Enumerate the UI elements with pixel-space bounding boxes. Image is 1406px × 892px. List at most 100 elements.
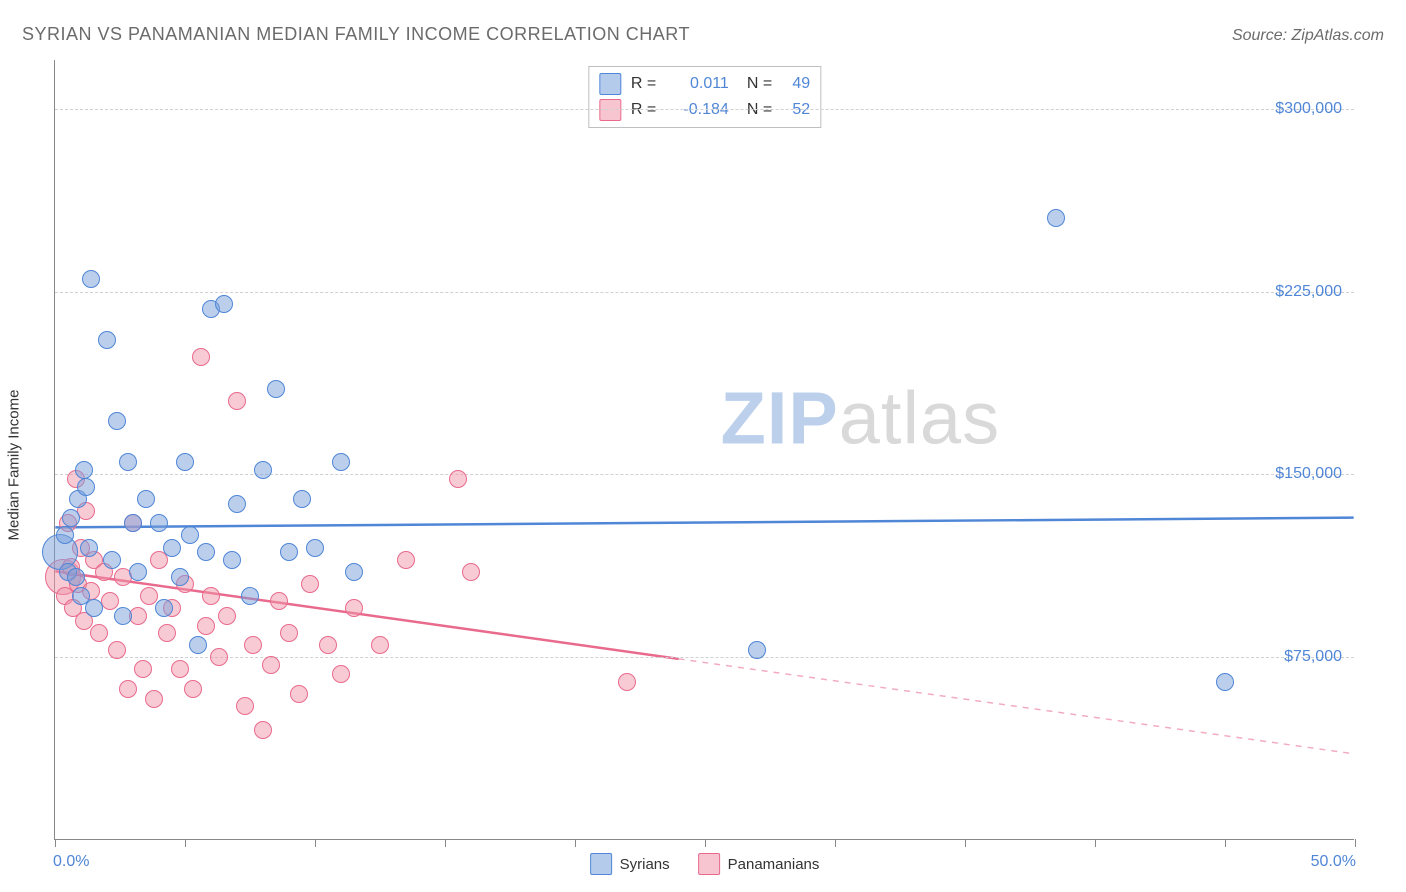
r-label: R =: [631, 75, 659, 93]
x-tick: [185, 839, 186, 847]
scatter-point-blue: [189, 636, 207, 654]
scatter-point-pink: [119, 680, 137, 698]
scatter-point-blue: [98, 331, 116, 349]
r-label: R =: [631, 101, 659, 119]
scatter-point-pink: [236, 697, 254, 715]
scatter-point-blue: [345, 563, 363, 581]
chart-wrap: Median Family Income ZIPatlas R = 0.011 …: [22, 60, 1384, 870]
scatter-point-blue: [1047, 209, 1065, 227]
y-tick-label: $150,000: [1275, 465, 1342, 483]
legend-label: Panamanians: [728, 856, 820, 873]
scatter-point-blue: [114, 607, 132, 625]
scatter-point-pink: [140, 587, 158, 605]
scatter-point-blue: [241, 587, 259, 605]
swatch-pink-icon: [698, 853, 720, 875]
scatter-point-pink: [345, 599, 363, 617]
bottom-legend: Syrians Panamanians: [590, 853, 820, 875]
scatter-point-blue: [748, 641, 766, 659]
scatter-point-blue: [82, 270, 100, 288]
scatter-point-blue: [280, 543, 298, 561]
x-tick: [835, 839, 836, 847]
scatter-point-pink: [244, 636, 262, 654]
r-value: -0.184: [669, 101, 729, 119]
n-label: N =: [747, 101, 772, 119]
watermark-atlas: atlas: [839, 377, 1000, 460]
scatter-point-blue: [137, 490, 155, 508]
scatter-point-blue: [119, 453, 137, 471]
scatter-point-pink: [262, 656, 280, 674]
scatter-point-blue: [67, 568, 85, 586]
n-label: N =: [747, 75, 772, 93]
scatter-point-pink: [197, 617, 215, 635]
gridline: [55, 109, 1354, 110]
scatter-point-pink: [218, 607, 236, 625]
n-value: 52: [782, 101, 810, 119]
scatter-point-pink: [101, 592, 119, 610]
y-tick-label: $225,000: [1275, 283, 1342, 301]
gridline: [55, 474, 1354, 475]
scatter-point-pink: [184, 680, 202, 698]
r-value: 0.011: [669, 75, 729, 93]
trend-lines: [55, 60, 1354, 839]
x-tick: [445, 839, 446, 847]
x-tick: [1225, 839, 1226, 847]
scatter-point-blue: [332, 453, 350, 471]
scatter-point-pink: [618, 673, 636, 691]
scatter-point-blue: [306, 539, 324, 557]
scatter-point-pink: [397, 551, 415, 569]
scatter-point-pink: [332, 665, 350, 683]
scatter-point-pink: [171, 660, 189, 678]
y-tick-label: $75,000: [1284, 648, 1342, 666]
scatter-point-blue: [108, 412, 126, 430]
swatch-blue-icon: [590, 853, 612, 875]
x-tick: [315, 839, 316, 847]
legend-label: Syrians: [620, 856, 670, 873]
n-value: 49: [782, 75, 810, 93]
scatter-point-pink: [158, 624, 176, 642]
legend-item-syrians: Syrians: [590, 853, 670, 875]
scatter-point-blue: [254, 461, 272, 479]
watermark: ZIPatlas: [721, 376, 1000, 461]
x-axis-max-label: 50.0%: [1311, 853, 1356, 871]
scatter-point-blue: [293, 490, 311, 508]
scatter-point-pink: [134, 660, 152, 678]
scatter-point-pink: [145, 690, 163, 708]
scatter-point-pink: [90, 624, 108, 642]
scatter-point-pink: [228, 392, 246, 410]
scatter-point-pink: [270, 592, 288, 610]
scatter-point-pink: [108, 641, 126, 659]
scatter-point-pink: [202, 587, 220, 605]
stat-row-blue: R = 0.011 N = 49: [599, 71, 810, 97]
scatter-point-blue: [103, 551, 121, 569]
gridline: [55, 292, 1354, 293]
scatter-point-pink: [254, 721, 272, 739]
scatter-point-pink: [210, 648, 228, 666]
gridline: [55, 657, 1354, 658]
legend-item-panamanians: Panamanians: [698, 853, 820, 875]
x-tick: [1095, 839, 1096, 847]
x-tick: [575, 839, 576, 847]
x-axis-min-label: 0.0%: [53, 853, 89, 871]
y-tick-label: $300,000: [1275, 100, 1342, 118]
x-tick: [705, 839, 706, 847]
scatter-point-blue: [181, 526, 199, 544]
scatter-point-blue: [223, 551, 241, 569]
scatter-point-pink: [280, 624, 298, 642]
scatter-point-blue: [129, 563, 147, 581]
scatter-point-pink: [301, 575, 319, 593]
scatter-point-pink: [319, 636, 337, 654]
chart-title: SYRIAN VS PANAMANIAN MEDIAN FAMILY INCOM…: [22, 24, 690, 45]
scatter-point-blue: [1216, 673, 1234, 691]
scatter-point-pink: [192, 348, 210, 366]
scatter-point-blue: [62, 509, 80, 527]
chart-source: Source: ZipAtlas.com: [1232, 27, 1384, 45]
scatter-point-pink: [449, 470, 467, 488]
scatter-point-blue: [80, 539, 98, 557]
scatter-point-pink: [129, 607, 147, 625]
stat-box: R = 0.011 N = 49 R = -0.184 N = 52: [588, 66, 821, 128]
x-tick: [55, 839, 56, 847]
scatter-point-blue: [197, 543, 215, 561]
scatter-point-blue: [215, 295, 233, 313]
scatter-point-blue: [171, 568, 189, 586]
scatter-point-blue: [163, 539, 181, 557]
